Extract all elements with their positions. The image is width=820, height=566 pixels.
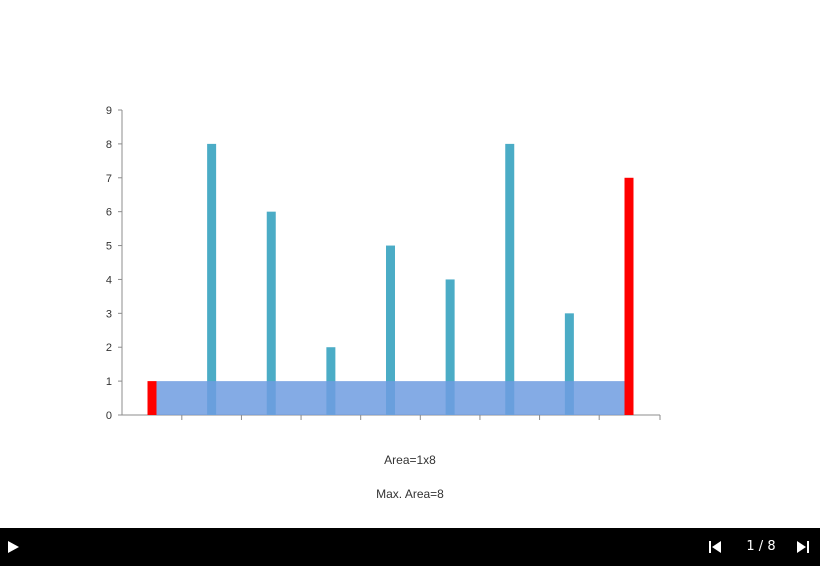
page-counter: 1 / 8 xyxy=(746,539,776,554)
bar xyxy=(505,143,515,415)
y-tick-label: 8 xyxy=(106,139,112,151)
y-tick-label: 7 xyxy=(106,173,112,185)
slide-stage: 0 1 2 3 4 5 6 7 8 9 Area=1x8 Max. Area=8 xyxy=(106,105,661,501)
y-tick-label: 6 xyxy=(106,207,112,219)
max-area-caption: Max. Area=8 xyxy=(376,487,444,501)
play-icon[interactable] xyxy=(4,538,22,556)
bar xyxy=(207,143,217,415)
area-caption: Area=1x8 xyxy=(384,453,436,467)
highlighted-bar xyxy=(624,177,634,415)
bar xyxy=(266,211,276,415)
y-tick-label: 3 xyxy=(106,308,112,320)
y-tick-label: 1 xyxy=(106,376,112,388)
y-tick-label: 5 xyxy=(106,241,112,253)
skip-previous-icon[interactable] xyxy=(706,538,724,556)
bar xyxy=(386,245,395,415)
player-controls: 1 / 8 xyxy=(0,528,820,566)
y-tick-label: 4 xyxy=(106,274,112,286)
bar-chart: 0 1 2 3 4 5 6 7 8 9 xyxy=(106,105,661,422)
y-tick-label: 0 xyxy=(106,410,112,422)
bar xyxy=(564,313,574,415)
area-rectangle xyxy=(156,381,625,415)
skip-next-icon[interactable] xyxy=(794,538,812,556)
y-tick-label: 2 xyxy=(106,342,112,354)
y-tick-label: 9 xyxy=(106,105,112,117)
bar xyxy=(445,279,455,415)
highlighted-bar xyxy=(147,381,157,415)
